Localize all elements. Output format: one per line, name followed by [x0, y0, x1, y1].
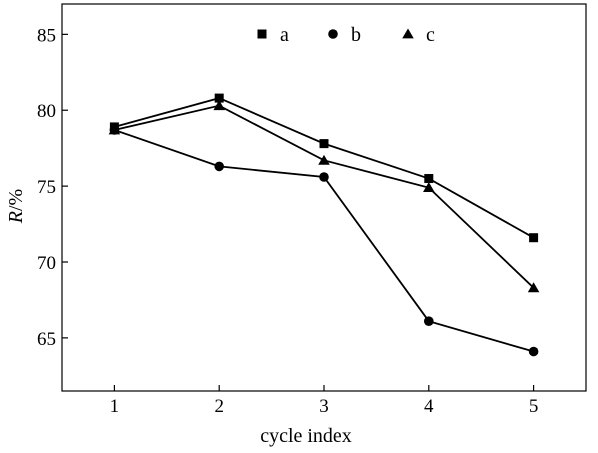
series-b-point	[528, 346, 539, 357]
series-c-point	[318, 154, 330, 165]
plot-frame	[61, 3, 587, 392]
series-layer	[108, 93, 540, 357]
series-a-point	[529, 233, 539, 243]
series-c-point	[423, 182, 435, 193]
series-c-point	[213, 100, 225, 111]
y-tick-label: 75	[37, 177, 56, 198]
legend-item-b: b	[328, 24, 361, 46]
series-a-point	[424, 174, 434, 184]
series-c-line	[114, 104, 535, 289]
series-a-point	[319, 139, 329, 149]
series-a-point	[214, 93, 224, 103]
series-b-point	[424, 316, 434, 326]
series-c	[108, 100, 540, 293]
y-axis-label-variable: R	[5, 211, 27, 224]
series-c-point	[527, 282, 540, 293]
y-tick-label: 80	[37, 101, 56, 122]
legend: a b c	[257, 24, 435, 46]
legend-label-c: c	[426, 24, 435, 46]
y-axis-label: R/%	[5, 189, 27, 224]
series-a-line	[114, 97, 535, 239]
x-tick-label: 4	[424, 396, 434, 417]
legend-label-b: b	[351, 24, 361, 46]
legend-marker-b	[328, 29, 338, 39]
x-tick-label: 2	[214, 396, 224, 417]
y-tick-label: 70	[37, 253, 56, 274]
y-tick-label: 85	[37, 25, 56, 46]
legend-label-a: a	[280, 24, 289, 46]
x-tick-label: 3	[319, 396, 329, 417]
legend-marker-c	[402, 28, 414, 39]
series-b-point	[319, 172, 329, 182]
x-axis-label: cycle index	[260, 425, 352, 447]
legend-marker-a	[257, 29, 267, 39]
x-tick-label: 5	[529, 396, 539, 417]
y-axis-label-unit: /%	[5, 189, 27, 211]
legend-item-a: a	[257, 24, 289, 46]
y-tick-label: 65	[37, 329, 56, 350]
series-b-point	[214, 161, 224, 172]
series-c-point	[108, 124, 121, 135]
axes: 1 2 3 4 5 65 70 75 80 85	[37, 3, 587, 417]
x-tick-label: 1	[110, 396, 120, 417]
legend-item-c: c	[402, 24, 435, 46]
